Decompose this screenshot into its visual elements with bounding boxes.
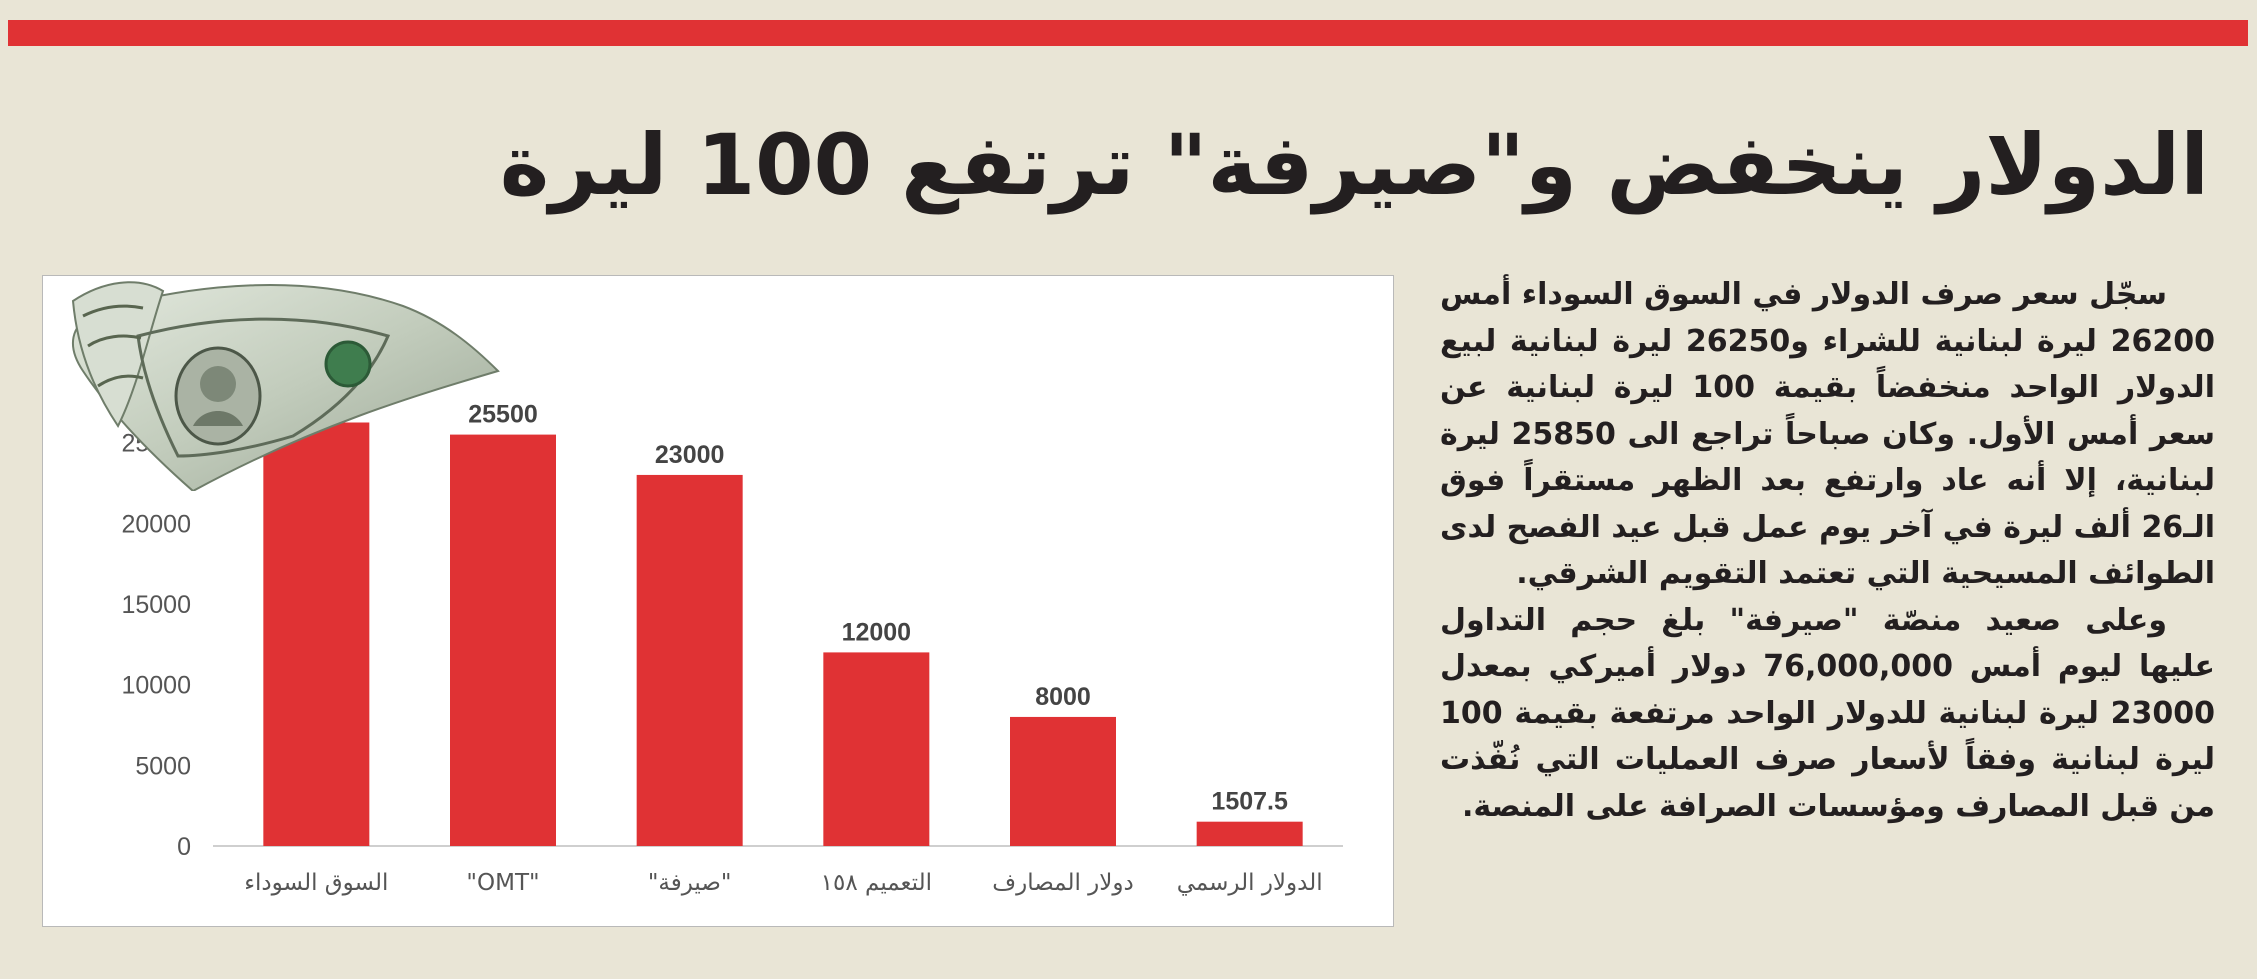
x-tick-label: "OMT" bbox=[466, 870, 539, 896]
x-tick-label: دولار المصارف bbox=[992, 870, 1133, 896]
article-body: سجّل سعر صرف الدولار في السوق السوداء أم… bbox=[1440, 272, 2215, 830]
x-tick-label: التعميم ١٥٨ bbox=[821, 870, 932, 896]
y-tick-label: 10000 bbox=[121, 672, 191, 700]
bar bbox=[823, 652, 930, 846]
bar bbox=[450, 434, 556, 846]
y-tick-label: 0 bbox=[177, 833, 191, 861]
y-tick-label: 20000 bbox=[121, 510, 191, 538]
top-accent-bar bbox=[8, 20, 2248, 46]
data-label: 23000 bbox=[655, 441, 725, 469]
chart-panel: Lebanese Lira050001000015000200002500030… bbox=[42, 275, 1394, 927]
data-label: 25500 bbox=[468, 401, 538, 429]
bar bbox=[1010, 716, 1116, 846]
data-label: 12000 bbox=[842, 618, 912, 646]
x-tick-label: الدولار الرسمي bbox=[1177, 870, 1323, 896]
us-dollar-banknote-icon bbox=[71, 281, 500, 491]
bar bbox=[636, 474, 743, 846]
y-tick-label: 5000 bbox=[135, 752, 191, 780]
bar bbox=[263, 422, 370, 846]
bar-chart: Lebanese Lira050001000015000200002500030… bbox=[85, 302, 1343, 896]
bar bbox=[1196, 821, 1303, 846]
y-tick-label: 15000 bbox=[121, 591, 191, 619]
article-paragraph: سجّل سعر صرف الدولار في السوق السوداء أم… bbox=[1440, 277, 2216, 591]
headline: الدولار ينخفض و"صيرفة" ترتفع 100 ليرة bbox=[499, 116, 2209, 214]
data-label: 1507.5 bbox=[1211, 788, 1288, 816]
x-tick-label: "صيرفة" bbox=[648, 870, 732, 896]
x-tick-label: السوق السوداء bbox=[244, 870, 388, 896]
data-label: 8000 bbox=[1035, 683, 1091, 711]
article-paragraph: وعلى صعيد منصّة "صيرفة" بلغ حجم التداول … bbox=[1440, 602, 2215, 824]
